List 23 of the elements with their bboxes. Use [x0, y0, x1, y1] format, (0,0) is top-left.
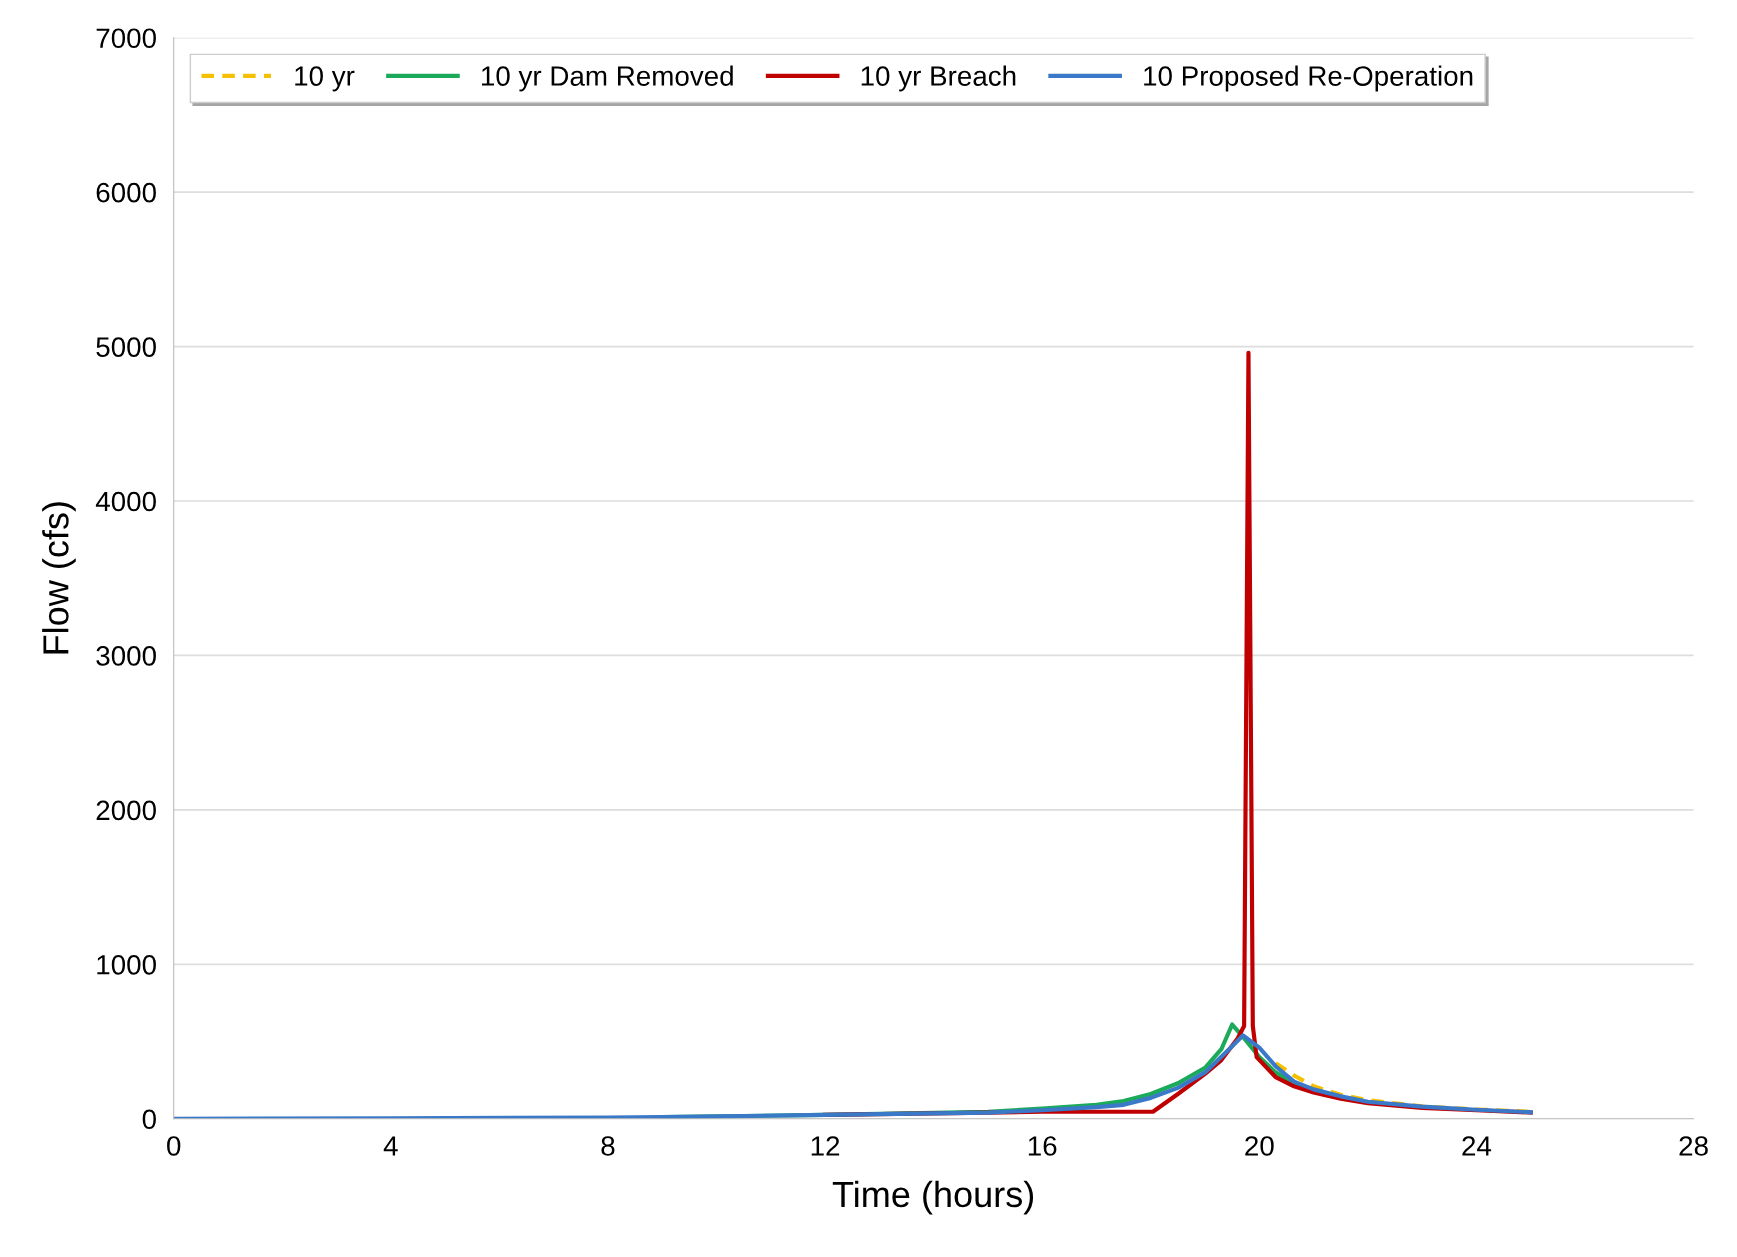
y-tick-label: 0 [142, 1109, 156, 1130]
x-tick-label: 0 [167, 1136, 181, 1156]
line-series [173, 1033, 1533, 1119]
x-tick-label: 28 [1679, 1136, 1708, 1156]
x-tick-label: 24 [1462, 1136, 1492, 1156]
y-tick-label: 7000 [96, 28, 156, 49]
y-tick-label: 6000 [96, 182, 156, 203]
legend-label: 10 Proposed Re-Operation [1144, 65, 1473, 92]
x-tick-label: 16 [1028, 1136, 1057, 1156]
legend-label: 10 yr [295, 66, 355, 92]
x-tick-label: 12 [811, 1136, 840, 1156]
y-tick-label: 1000 [97, 954, 156, 975]
y-axis-title: Flow (cfs) [42, 502, 76, 654]
x-tick-label: 8 [601, 1136, 615, 1156]
legend-label: 10 yr Breach [861, 65, 1016, 92]
x-tick-label: 20 [1245, 1136, 1274, 1156]
x-axis-title: Time (hours) [832, 1180, 1034, 1215]
y-tick-label: 5000 [96, 337, 156, 357]
x-tick-label: 4 [383, 1136, 398, 1156]
y-tick-label: 3000 [96, 646, 156, 666]
y-tick-label: 4000 [95, 491, 156, 512]
legend-label: 10 yr Dam Removed [482, 65, 733, 92]
y-tick-label: 2000 [96, 800, 156, 821]
